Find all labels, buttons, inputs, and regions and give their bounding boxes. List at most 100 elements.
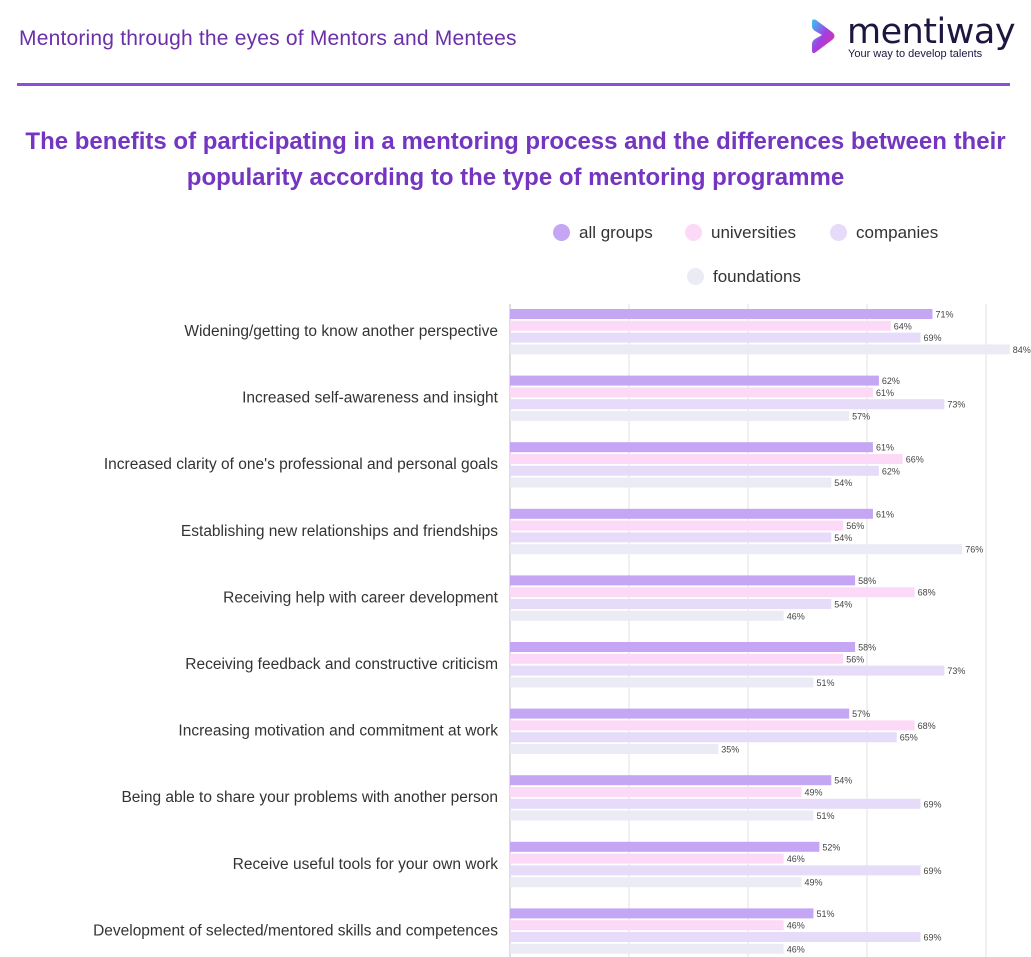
- bar-all-groups: [510, 575, 856, 586]
- data-label: 73%: [947, 666, 965, 676]
- mentiway-logo: mentiway Your way to develop talents: [808, 12, 1016, 66]
- legend-swatch-all-groups: [553, 224, 570, 241]
- category-label: Receiving help with career development: [223, 589, 499, 606]
- data-label: 54%: [834, 776, 852, 786]
- category-label: Establishing new relationships and frien…: [181, 523, 498, 540]
- data-label: 49%: [805, 878, 823, 888]
- bar-universities: [510, 454, 903, 464]
- legend-swatch-companies: [830, 224, 847, 241]
- legend-label-universities: universities: [711, 223, 797, 242]
- legend-swatch-foundations: [687, 268, 704, 285]
- data-label: 84%: [1013, 345, 1031, 355]
- bar-universities: [510, 853, 784, 864]
- legend-item-all-groups[interactable]: all groups: [553, 223, 653, 243]
- category-label: Being able to share your problems with a…: [121, 789, 498, 806]
- bar-all-groups: [510, 775, 832, 786]
- bar-foundations: [510, 477, 832, 488]
- bar-companies: [510, 599, 832, 609]
- data-label: 66%: [906, 455, 924, 465]
- mentiway-logo-icon: [812, 19, 835, 54]
- data-label: 57%: [852, 412, 870, 422]
- category-label: Receive useful tools for your own work: [233, 856, 499, 873]
- data-label: 58%: [858, 643, 876, 653]
- bar-universities: [510, 520, 844, 531]
- data-label: 54%: [834, 478, 852, 488]
- bar-foundations: [510, 677, 814, 688]
- data-label: 64%: [894, 321, 912, 331]
- chart-title-line-1: The benefits of participating in a mento…: [25, 128, 1006, 155]
- data-label: 52%: [822, 842, 840, 852]
- bar-universities: [510, 787, 802, 797]
- data-label: 46%: [787, 921, 805, 931]
- bar-companies: [510, 798, 921, 809]
- bar-companies: [510, 465, 879, 476]
- bar-universities: [510, 720, 915, 731]
- bar-foundations: [510, 544, 963, 555]
- bar-universities: [510, 320, 891, 331]
- header-divider: [17, 83, 1010, 86]
- bar-universities: [510, 387, 873, 398]
- legend-label-foundations: foundations: [713, 267, 801, 286]
- legend-label-companies: companies: [856, 223, 939, 242]
- bar-foundations: [510, 344, 1010, 355]
- bar-companies: [510, 665, 945, 676]
- logo-wordmark: mentiway: [847, 12, 1016, 52]
- bar-companies: [510, 732, 897, 743]
- data-label: 61%: [876, 443, 894, 453]
- data-label: 61%: [876, 388, 894, 398]
- category-label: Increasing motivation and commitment at …: [178, 723, 498, 740]
- bar-all-groups: [510, 309, 933, 319]
- bar-all-groups: [510, 375, 879, 386]
- bar-all-groups: [510, 442, 873, 453]
- bar-companies: [510, 332, 921, 343]
- data-label: 35%: [721, 745, 739, 755]
- legend-item-universities[interactable]: universities: [685, 223, 796, 243]
- bar-all-groups: [510, 708, 850, 719]
- legend-swatch-universities: [685, 224, 702, 241]
- bar-foundations: [510, 411, 850, 421]
- logo-tagline: Your way to develop talents: [848, 48, 983, 60]
- bar-all-groups: [510, 908, 814, 919]
- data-label: 46%: [787, 854, 805, 864]
- legend-item-foundations[interactable]: foundations: [687, 267, 801, 287]
- chart-title-line-2: popularity according to the type of ment…: [186, 164, 845, 191]
- data-label: 76%: [965, 545, 983, 555]
- data-label: 69%: [924, 799, 942, 809]
- data-label: 69%: [924, 333, 942, 343]
- bar-companies: [510, 932, 921, 942]
- data-label: 49%: [805, 788, 823, 798]
- bar-universities: [510, 587, 915, 598]
- data-label: 46%: [787, 944, 805, 954]
- bar-universities: [510, 920, 784, 931]
- bar-companies: [510, 865, 921, 876]
- data-label: 61%: [876, 509, 894, 519]
- data-label: 54%: [834, 600, 852, 610]
- data-label: 46%: [787, 611, 805, 621]
- data-label: 51%: [816, 678, 834, 688]
- page-header-title: Mentoring through the eyes of Mentors an…: [19, 27, 517, 50]
- bar-foundations: [510, 744, 719, 754]
- data-label: 51%: [816, 909, 834, 919]
- data-label: 69%: [924, 866, 942, 876]
- bar-companies: [510, 399, 945, 410]
- data-label: 57%: [852, 709, 870, 719]
- bar-all-groups: [510, 642, 856, 652]
- data-label: 65%: [900, 733, 918, 743]
- bar-foundations: [510, 877, 802, 888]
- bar-foundations: [510, 943, 784, 954]
- category-label: Development of selected/mentored skills …: [93, 922, 498, 939]
- data-label: 69%: [924, 933, 942, 943]
- data-label: 68%: [918, 588, 936, 598]
- data-label: 56%: [846, 521, 864, 531]
- data-label: 51%: [816, 811, 834, 821]
- bar-foundations: [510, 610, 784, 621]
- bar-all-groups: [510, 508, 873, 519]
- bar-companies: [510, 532, 832, 543]
- category-label: Increased clarity of one's professional …: [104, 456, 498, 473]
- legend-item-companies[interactable]: companies: [830, 223, 938, 243]
- bar-foundations: [510, 810, 814, 821]
- data-label: 71%: [935, 310, 953, 320]
- chart-legend: all groups universities companies founda…: [0, 0, 1031, 300]
- legend-label-all-groups: all groups: [579, 223, 653, 242]
